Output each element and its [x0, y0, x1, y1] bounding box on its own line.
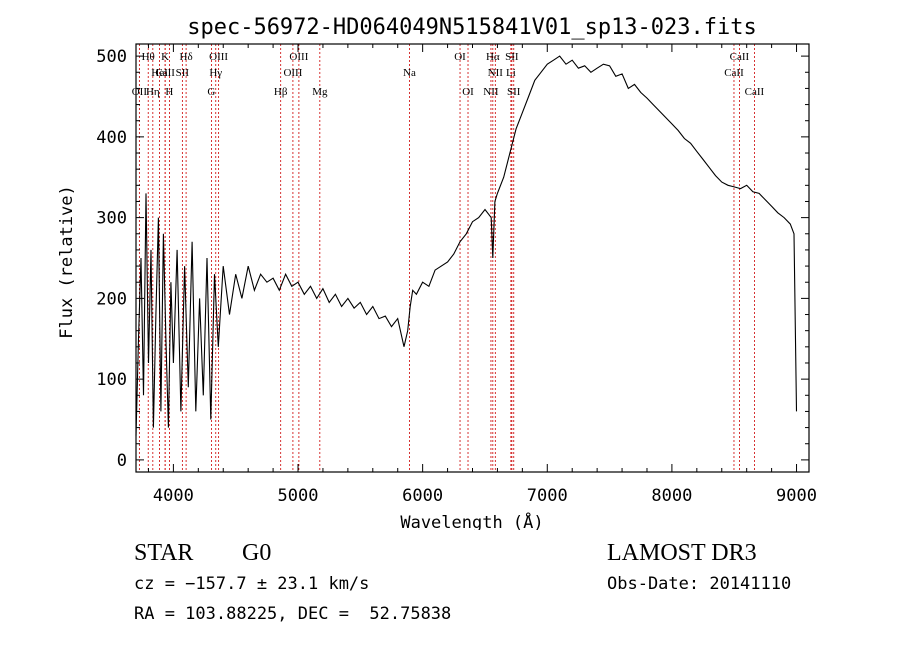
line-label: CaII	[745, 86, 765, 98]
redshift-value: cz = −157.7 ± 23.1 km/s	[134, 574, 370, 594]
line-label: OIII	[209, 51, 228, 63]
line-markers	[138, 44, 755, 472]
line-label: H	[165, 86, 173, 98]
y-tick-label: 400	[96, 128, 127, 148]
line-label: OI	[462, 86, 474, 98]
line-label: K	[161, 51, 169, 63]
line-label: SII	[505, 51, 519, 63]
line-label: Hθ	[142, 51, 155, 63]
line-label: HeI	[151, 67, 168, 79]
y-tick-label: 200	[96, 289, 127, 309]
line-label: SII	[176, 67, 190, 79]
x-tick-label: 5000	[278, 486, 319, 506]
chart-title: spec-56972-HD064049N515841V01_sp13-023.f…	[187, 15, 757, 40]
object-class: STAR	[134, 540, 194, 566]
y-tick-label: 300	[96, 209, 127, 229]
x-tick-label: 4000	[153, 486, 194, 506]
x-tick-label: 9000	[776, 486, 817, 506]
line-label: NII	[483, 86, 499, 98]
line-label: G	[207, 86, 215, 98]
survey-name: LAMOST DR3	[607, 540, 757, 566]
line-label: Hβ	[274, 86, 288, 98]
x-tick-label: 6000	[402, 486, 443, 506]
line-label: OIII	[289, 51, 308, 63]
line-label: Li	[506, 67, 516, 79]
line-label: CaII	[724, 67, 744, 79]
line-label: Hδ	[180, 51, 193, 63]
x-axis: 4000 5000 6000 7000 8000 9000	[147, 44, 817, 506]
line-label: CaII	[155, 67, 175, 79]
line-labels: CaIIOIIHθHηHeIKHSIIHδGHγOIIIHβOIIIOIIIMg…	[132, 51, 765, 98]
x-tick-label: 8000	[651, 486, 692, 506]
line-label: OI	[454, 51, 466, 63]
spectrum-curve	[135, 55, 798, 436]
coordinates: RA = 103.88225, DEC = 52.75838	[134, 604, 452, 624]
spectral-subclass: G0	[242, 540, 272, 566]
x-tick-label: 7000	[527, 486, 568, 506]
observation-date: Obs-Date: 20141110	[607, 574, 792, 594]
line-label: Na	[403, 67, 416, 79]
y-axis: 0 100 200 300 400 500	[96, 47, 809, 471]
line-label: OIII	[283, 67, 302, 79]
line-label: NII	[488, 67, 504, 79]
line-label: Hγ	[209, 67, 222, 79]
line-label: SII	[507, 86, 521, 98]
y-axis-label: Flux (relative)	[57, 185, 77, 339]
line-label: Mg	[312, 86, 328, 98]
y-tick-label: 100	[96, 370, 127, 390]
plot-frame	[135, 43, 810, 473]
y-tick-label: 500	[96, 47, 127, 67]
line-label: Hη	[146, 86, 160, 98]
y-tick-label: 0	[117, 451, 127, 471]
x-axis-label: Wavelength (Å)	[400, 511, 543, 530]
spectrum-chart: spec-56972-HD064049N515841V01_sp13-023.f…	[57, 15, 817, 530]
line-label: CaII	[730, 51, 750, 63]
line-label: Hα	[486, 51, 500, 63]
